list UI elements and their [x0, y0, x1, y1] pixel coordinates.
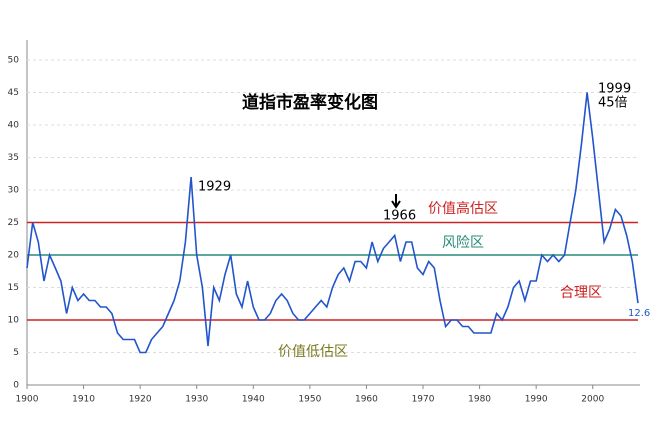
y-tick-label: 30 — [8, 186, 20, 196]
annotation: 价值高估区 — [428, 200, 498, 217]
arrow — [391, 194, 401, 209]
x-tick-label: 1980 — [468, 395, 491, 405]
y-tick-label: 20 — [8, 251, 20, 261]
x-tick-label: 1950 — [298, 395, 321, 405]
y-tick-label: 50 — [8, 56, 20, 66]
y-tick-label: 0 — [13, 381, 19, 391]
chart-title: 道指市盈率变化图 — [242, 92, 378, 113]
y-tick-label: 10 — [8, 316, 20, 326]
data-line — [26, 92, 639, 354]
annotation: 12.6 — [628, 308, 650, 319]
x-tick-label: 1920 — [129, 395, 152, 405]
annotation: 1999 — [598, 82, 631, 97]
annotation: 合理区 — [560, 285, 602, 301]
annotation: 45倍 — [598, 96, 628, 111]
annotation: 风险区 — [442, 235, 484, 251]
y-tick-label: 25 — [8, 218, 19, 228]
x-tick-label: 2000 — [581, 395, 604, 405]
x-tick-label: 1960 — [355, 395, 378, 405]
x-tick-label: 1910 — [72, 395, 95, 405]
annotation: 1929 — [198, 180, 231, 195]
y-tick-label: 40 — [8, 121, 20, 131]
x-tick-label: 1970 — [412, 395, 435, 405]
annotation: 价值低估区 — [278, 344, 348, 360]
x-tick-label: 1990 — [525, 395, 548, 405]
x-tick-label: 1930 — [185, 395, 208, 405]
x-tick-label: 1900 — [16, 395, 39, 405]
x-tick-label: 1940 — [242, 395, 265, 405]
y-tick-label: 45 — [8, 88, 19, 98]
y-tick-label: 15 — [8, 283, 19, 293]
y-tick-label: 5 — [13, 348, 19, 358]
y-tick-label: 35 — [8, 153, 19, 163]
annotation: 1966 — [383, 209, 416, 224]
